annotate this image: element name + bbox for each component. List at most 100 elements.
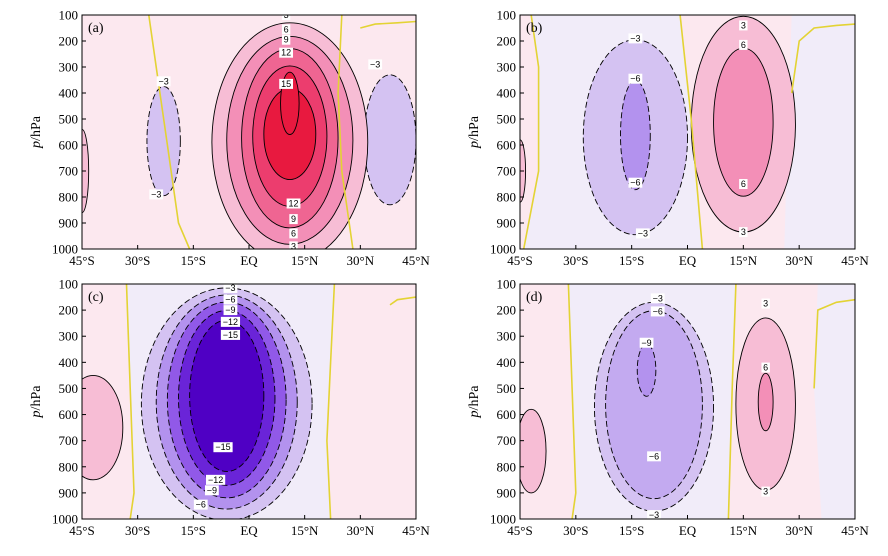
contour-label: −6 bbox=[223, 294, 238, 305]
x-tick-label: 45°N bbox=[841, 253, 869, 268]
contour-label: −12 bbox=[206, 474, 226, 485]
y-axis-label: p/hPa bbox=[467, 385, 482, 419]
y-axis-label: p/hPa bbox=[467, 115, 482, 149]
contour-label: 6 bbox=[739, 39, 748, 50]
panel-label: (a) bbox=[88, 21, 104, 36]
svg-text:−15: −15 bbox=[223, 330, 238, 340]
contour-level-2 bbox=[605, 310, 703, 500]
y-axis-label: p/hPa bbox=[29, 385, 44, 419]
x-tick-label: 30°N bbox=[347, 253, 375, 268]
svg-text:−12: −12 bbox=[208, 475, 223, 485]
svg-text:−6: −6 bbox=[630, 178, 640, 188]
y-tick-label: 800 bbox=[59, 190, 79, 205]
contour-label: 12 bbox=[286, 198, 301, 209]
y-tick-label: 1000 bbox=[490, 242, 516, 257]
svg-text:−3: −3 bbox=[159, 76, 169, 86]
y-tick-label: 400 bbox=[59, 86, 79, 101]
y-tick-label: 600 bbox=[59, 138, 79, 153]
y-tick-label: 900 bbox=[497, 485, 517, 500]
y-tick-label: 700 bbox=[497, 164, 517, 179]
y-tick-label: 700 bbox=[59, 164, 79, 179]
contour-label: −3 bbox=[635, 228, 650, 239]
contour-label: −12 bbox=[220, 316, 241, 327]
y-tick-label: 500 bbox=[497, 381, 517, 396]
y-tick-label: 300 bbox=[497, 60, 517, 75]
svg-text:6: 6 bbox=[741, 179, 746, 189]
x-tick-label: 30°N bbox=[785, 253, 813, 268]
y-tick-label: 800 bbox=[497, 459, 517, 474]
x-tick-label: EQ bbox=[240, 253, 258, 268]
y-tick-label: 600 bbox=[59, 407, 79, 422]
svg-text:6: 6 bbox=[291, 228, 296, 238]
contour-label: 6 bbox=[289, 228, 298, 239]
y-tick-label: 200 bbox=[497, 303, 517, 318]
x-tick-label: 15°S bbox=[181, 523, 206, 538]
x-tick-label: 15°N bbox=[730, 253, 758, 268]
x-tick-label: 15°S bbox=[619, 523, 644, 538]
panel-label: (d) bbox=[526, 290, 543, 305]
svg-text:−15: −15 bbox=[215, 442, 230, 452]
contour-blob bbox=[82, 374, 124, 481]
x-tick-label: 30°S bbox=[563, 253, 588, 268]
zero-contour bbox=[148, 15, 191, 249]
contour-level-2 bbox=[620, 80, 651, 191]
x-tick-label: 45°N bbox=[402, 253, 430, 268]
x-tick-label: 15°S bbox=[619, 253, 644, 268]
x-tick-label: 30°N bbox=[785, 523, 813, 538]
y-tick-label: 400 bbox=[497, 355, 517, 370]
svg-text:3: 3 bbox=[291, 241, 296, 251]
contour-label: −3 bbox=[156, 76, 171, 87]
contour-label: 15 bbox=[279, 78, 294, 89]
y-tick-label: 800 bbox=[497, 190, 517, 205]
svg-text:−9: −9 bbox=[225, 305, 235, 315]
contour-label: −3 bbox=[149, 189, 164, 200]
y-tick-label: 100 bbox=[497, 277, 517, 292]
svg-text:15: 15 bbox=[281, 79, 291, 89]
y-axis-label: p/hPa bbox=[29, 115, 44, 149]
y-tick-label: 200 bbox=[59, 303, 79, 318]
y-tick-label: 900 bbox=[59, 216, 79, 231]
svg-text:−3: −3 bbox=[225, 283, 235, 293]
x-tick-label: 15°N bbox=[730, 523, 758, 538]
y-tick-label: 900 bbox=[59, 485, 79, 500]
svg-text:3: 3 bbox=[763, 299, 768, 309]
x-tick-label: 15°N bbox=[291, 253, 319, 268]
contour-label: −3 bbox=[223, 283, 238, 293]
x-tick-label: 30°S bbox=[563, 523, 588, 538]
contour-label: 3 bbox=[281, 15, 291, 20]
y-tick-label: 700 bbox=[59, 433, 79, 448]
x-tick-label: 45°S bbox=[507, 523, 532, 538]
svg-text:−6: −6 bbox=[649, 451, 659, 461]
panel-label: (c) bbox=[88, 290, 104, 305]
svg-text:9: 9 bbox=[284, 35, 289, 45]
y-tick-label: 300 bbox=[59, 329, 79, 344]
y-tick-label: 1000 bbox=[52, 512, 78, 527]
svg-text:−6: −6 bbox=[653, 306, 663, 316]
panel-a: 369121512963−3−3−31002003004005006007008… bbox=[29, 8, 430, 269]
y-tick-label: 600 bbox=[497, 407, 517, 422]
zero-contour bbox=[567, 284, 577, 519]
contour-label: 3 bbox=[289, 241, 298, 251]
svg-text:−3: −3 bbox=[151, 189, 161, 199]
contour-label: −15 bbox=[220, 329, 241, 340]
contour-label: 3 bbox=[761, 486, 770, 497]
x-tick-label: 30°S bbox=[125, 253, 150, 268]
contour-label: −6 bbox=[650, 306, 665, 317]
contour-label: −6 bbox=[628, 177, 643, 188]
y-tick-label: 1000 bbox=[52, 242, 78, 257]
contour-label: 9 bbox=[289, 214, 298, 225]
contour-label: −9 bbox=[204, 485, 219, 496]
zero-contour bbox=[389, 296, 416, 306]
zero-contour bbox=[326, 284, 336, 519]
svg-text:−3: −3 bbox=[649, 510, 659, 520]
y-tick-label: 600 bbox=[497, 138, 517, 153]
zero-contour bbox=[727, 284, 737, 519]
contour-label: −6 bbox=[193, 499, 208, 510]
contour-level-2 bbox=[713, 47, 774, 197]
contour-label: 6 bbox=[761, 362, 770, 373]
x-tick-label: 15°N bbox=[291, 523, 319, 538]
svg-text:−3: −3 bbox=[370, 59, 380, 69]
contour-label: 9 bbox=[281, 34, 291, 45]
svg-text:−3: −3 bbox=[653, 293, 663, 303]
y-tick-label: 500 bbox=[497, 112, 517, 127]
